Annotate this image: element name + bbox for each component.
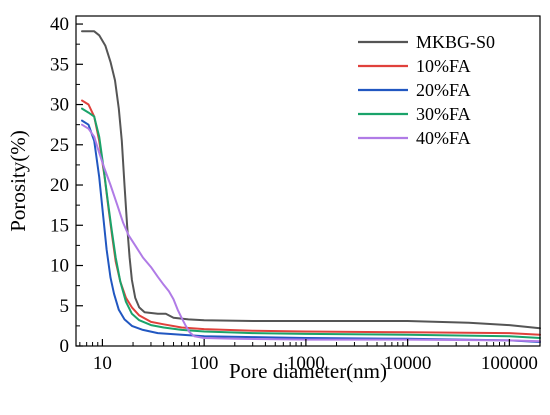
x-tick-label: 100 [190,353,219,374]
x-axis-label: Pore diameter(nm) [229,359,387,383]
series-layer [81,30,541,343]
y-tick-label: 30 [50,95,69,116]
y-tick-label: 35 [50,54,69,75]
x-tick-label: 100000 [481,353,538,374]
x-tick-label: 1000 [287,353,325,374]
series-line-mkbg-s0 [81,30,541,330]
legend-label: 10%FA [416,56,471,76]
y-tick-label: 5 [60,296,70,317]
legend-label: 30%FA [416,104,471,124]
legend-label: 40%FA [416,128,471,148]
legend-label: MKBG-S0 [416,32,495,52]
y-tick-label: 25 [50,135,69,156]
y-tick-label: 15 [50,215,69,236]
series-line-10-fa [81,99,541,336]
plot-frame [75,15,541,347]
series-line-40-fa [81,123,541,343]
x-tick-label: 10 [93,353,112,374]
y-axis-label: Porosity(%) [6,130,30,232]
y-tick-label: 10 [50,256,69,277]
legend: MKBG-S0 10%FA 20%FA 30%FA 40%FA [358,32,495,148]
legend-label: 20%FA [416,80,471,100]
y-tick-label: 0 [60,336,70,357]
series-line-20-fa [81,119,541,343]
y-tick-label: 20 [50,175,69,196]
x-tick-label: 10000 [384,353,432,374]
y-tick-label: 40 [50,14,69,35]
ticks-layer: 10 100 1000 10000 100000 0 5 10 15 20 25 30 35 40 [50,14,541,374]
series-line-30-fa [81,107,541,339]
